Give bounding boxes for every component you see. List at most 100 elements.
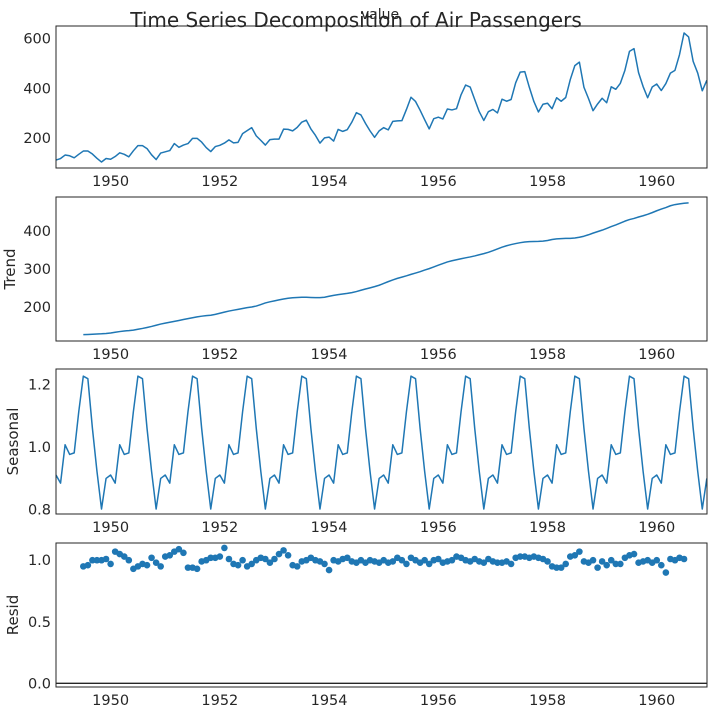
observed-xtick-label: 1950 (92, 174, 129, 190)
resid-xtick-label: 1960 (638, 693, 675, 709)
resid-point (325, 566, 333, 574)
observed-ytick-label: 200 (23, 131, 51, 147)
resid-point (662, 569, 670, 576)
resid-point (494, 559, 501, 566)
seasonal-axes-frame (55, 368, 708, 515)
resid-point (271, 555, 278, 563)
resid-point (184, 564, 192, 571)
trend-ytick-label: 400 (23, 224, 51, 240)
resid-axes-frame (55, 542, 708, 688)
seasonal-ytick-label: 0.8 (28, 502, 51, 518)
resid-point (680, 555, 688, 563)
seasonal-ylabel: Seasonal (4, 408, 22, 476)
resid-point (175, 545, 183, 553)
resid-point (544, 558, 551, 565)
observed-ytick-label: 400 (23, 81, 51, 97)
trend-ytick-label: 200 (23, 300, 51, 316)
resid-point (598, 558, 606, 565)
resid-xtick-label: 1950 (92, 693, 129, 709)
resid-point (180, 549, 187, 557)
resid-point (603, 561, 610, 569)
resid-point (207, 554, 215, 562)
figure-subtitle: value (361, 7, 399, 23)
resid-ylabel: Resid (4, 595, 22, 635)
resid-point (152, 559, 160, 566)
resid-point (653, 556, 661, 564)
resid-point (102, 555, 110, 563)
resid-point (107, 560, 114, 568)
resid-point (612, 560, 620, 568)
trend-axes-frame (55, 196, 708, 342)
seasonal-xtick-label: 1952 (201, 520, 238, 536)
trend-xtick-label: 1958 (529, 347, 566, 363)
observed-ytick-label: 600 (23, 31, 51, 47)
figure-title: Time Series Decomposition of Air Passeng… (129, 8, 582, 32)
resid-point (480, 559, 488, 566)
resid-point (216, 553, 224, 560)
observed-xtick-label: 1958 (529, 174, 566, 190)
resid-point (148, 554, 155, 562)
trend-xtick-label: 1954 (311, 347, 348, 363)
resid-point (398, 556, 406, 564)
resid-panel: 1950 1952 1954 1956 1958 1960 0.0 0.5 1.0 Resid (4, 542, 708, 709)
seasonal-panel: 1950 1952 1954 1956 1958 1960 0.8 1.0 1.2 Seasona… (4, 368, 708, 536)
resid-point (448, 556, 456, 564)
resid-point (284, 552, 292, 559)
trend-ytick-label: 300 (23, 262, 51, 278)
seasonal-xtick-label: 1956 (420, 520, 457, 536)
resid-point (589, 556, 597, 564)
trend-xtick-label: 1956 (420, 347, 457, 363)
observed-xtick-label: 1956 (420, 174, 457, 190)
resid-ytick-label: 0.0 (28, 676, 51, 692)
resid-point (84, 561, 92, 569)
observed-series-line (55, 32, 708, 163)
observed-xtick-label: 1952 (201, 174, 238, 190)
resid-xtick-label: 1954 (311, 693, 348, 709)
resid-point (553, 564, 560, 571)
resid-point (630, 550, 638, 558)
seasonal-series-line (55, 375, 708, 510)
trend-xtick-label: 1952 (201, 347, 238, 363)
seasonal-xtick-label: 1950 (92, 520, 129, 536)
resid-point (120, 553, 128, 560)
resid-point (321, 560, 328, 568)
resid-point (576, 548, 583, 555)
seasonal-ytick-label: 1.0 (28, 440, 51, 456)
trend-ylabel: Trend (1, 248, 19, 290)
resid-xtick-label: 1952 (201, 693, 238, 709)
seasonal-ytick-label: 1.2 (28, 378, 51, 394)
resid-point (389, 558, 397, 565)
resid-point (143, 561, 151, 569)
seasonal-xtick-label: 1960 (638, 520, 675, 536)
resid-point (617, 560, 624, 568)
resid-point (248, 560, 255, 568)
resid-point (266, 559, 274, 566)
resid-point (221, 544, 228, 552)
resid-point (280, 547, 287, 554)
observed-axes-frame (55, 25, 708, 169)
resid-point (562, 560, 570, 568)
resid-point (343, 554, 351, 562)
resid-point (166, 552, 174, 559)
resid-point (225, 555, 233, 563)
resid-point (435, 555, 442, 563)
resid-point (516, 553, 524, 560)
resid-point (658, 561, 665, 569)
resid-point (275, 550, 283, 558)
resid-point (262, 555, 269, 563)
trend-xtick-label: 1950 (92, 347, 129, 363)
observed-panel: 1950 1952 1954 1956 1958 1960 200 400 600 (23, 25, 708, 190)
observed-xtick-label: 1954 (311, 174, 348, 190)
resid-point (571, 552, 579, 559)
resid-point (421, 556, 428, 564)
trend-xtick-label: 1960 (638, 347, 675, 363)
resid-xtick-label: 1956 (420, 693, 457, 709)
resid-point (193, 565, 201, 573)
resid-point (93, 556, 101, 564)
resid-point (125, 556, 133, 564)
resid-point (594, 564, 601, 571)
resid-point (89, 556, 96, 564)
